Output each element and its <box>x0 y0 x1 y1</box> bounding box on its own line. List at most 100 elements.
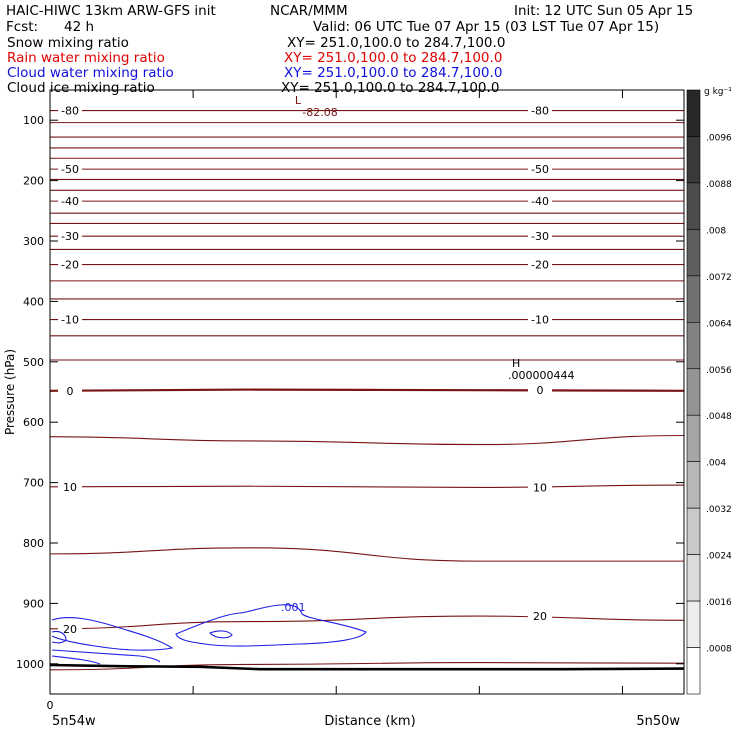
field-xy-cloud-water: XY= 251.0,100.0 to 284.7,100.0 <box>284 65 503 81</box>
x-axis-label: Distance (km) <box>324 714 415 729</box>
cloud-water-contour <box>51 617 174 651</box>
contour-label-bg <box>528 163 552 176</box>
colorbar-swatch <box>686 368 701 416</box>
y-tick-label: 800 <box>23 537 44 550</box>
terrain-line <box>49 663 685 671</box>
contour-label-bg <box>528 313 552 326</box>
contour-label: -80 <box>61 105 79 118</box>
colorbar-swatch <box>686 461 701 509</box>
temperature-contour <box>49 547 684 562</box>
contour-label: -10 <box>531 314 549 327</box>
contour-label: 10 <box>533 481 547 494</box>
colorbar-swatch <box>686 89 701 137</box>
extremum-type: L <box>295 94 302 107</box>
extremum-type: H <box>512 357 520 370</box>
y-tick-label: 300 <box>23 235 44 248</box>
y-tick-label: 900 <box>23 597 44 610</box>
x-end-label-left: 5n54w <box>52 714 96 729</box>
contour-label-bg <box>58 313 82 326</box>
colorbar-swatch <box>686 136 701 184</box>
temperature-contours: -80 -80 -50 -50 -40 -40 -30 -30 -20 -20 -10 -10 0 0 10… <box>49 104 685 671</box>
colorbar-label: .0008 <box>706 645 732 655</box>
contour-label: 20 <box>63 623 77 636</box>
init-time: Init: 12 UTC Sun 05 Apr 15 <box>514 3 694 19</box>
colorbar-swatch <box>686 414 701 462</box>
contour-label: -80 <box>531 105 549 118</box>
colorbar-swatch <box>686 507 701 555</box>
contour-label: -50 <box>61 163 79 176</box>
field-name-snow: Snow mixing ratio <box>7 35 129 51</box>
contour-label: -10 <box>61 314 79 327</box>
colorbar-swatch <box>686 182 701 230</box>
colorbar-label: .0072 <box>706 273 732 283</box>
field-name-rain: Rain water mixing ratio <box>7 50 165 66</box>
contour-label: 10 <box>63 481 77 494</box>
contour-label: -50 <box>531 163 549 176</box>
contour-label-bg <box>528 481 552 494</box>
contour-label-bg <box>58 384 82 397</box>
contour-label: -20 <box>531 259 549 272</box>
contour-label: -20 <box>61 259 79 272</box>
extremum-value: -82.08 <box>302 106 337 119</box>
colorbar-label: .004 <box>706 459 726 469</box>
cloud-water-contour-label: .001 <box>281 601 306 614</box>
contour-label: 0 <box>537 384 544 397</box>
colorbar-label: .0056 <box>706 366 732 376</box>
contour-label-bg <box>58 230 82 243</box>
temperature-contour <box>49 484 685 488</box>
field-name-cloud-water: Cloud water mixing ratio <box>7 65 174 81</box>
y-tick-label: 100 <box>23 114 44 127</box>
y-axis-label: Pressure (hPa) <box>3 349 17 435</box>
colorbar-label: .0016 <box>706 598 732 608</box>
contour-label-bg <box>58 195 82 208</box>
cloud-water-contour <box>51 649 161 663</box>
contour-label-bg <box>58 163 82 176</box>
contour-label: -30 <box>61 230 79 243</box>
colorbar-label: .0064 <box>706 319 732 329</box>
cloud-water-contour <box>175 604 367 647</box>
colorbar-label: .008 <box>706 226 726 236</box>
colorbar-label: .0096 <box>706 133 732 143</box>
colorbar-label: .0024 <box>706 552 732 562</box>
contour-label-bg <box>58 480 82 493</box>
contour-label-bg <box>528 384 552 397</box>
contour-label-bg <box>58 104 82 117</box>
contour-label-bg <box>528 610 552 623</box>
colorbar-swatch <box>686 275 701 323</box>
org-label: NCAR/MMM <box>270 3 348 19</box>
contour-label: -40 <box>61 195 79 208</box>
y-tick-label: 400 <box>23 295 44 308</box>
valid-time: Valid: 06 UTC Tue 07 Apr 15 (03 LST Tue … <box>313 19 660 35</box>
colorbar-units: g kg⁻¹ <box>704 87 732 97</box>
highs-lows: L-82.08 H.000000444 <box>295 94 575 382</box>
contour-label-bg <box>58 258 82 271</box>
temperature-contour <box>49 388 685 392</box>
colorbar-swatch <box>686 647 701 695</box>
colorbar-label: .0088 <box>706 180 732 190</box>
temperature-contour <box>49 615 685 630</box>
forecast-hour: 42 h <box>64 19 95 35</box>
forecast-label: Fcst: <box>6 19 39 35</box>
contour-label-bg <box>528 195 552 208</box>
y-tick-label: 500 <box>23 356 44 369</box>
y-tick-label: 200 <box>23 175 44 188</box>
contour-label: -40 <box>531 195 549 208</box>
cloud-water-contour <box>209 630 233 639</box>
colorbar-swatch <box>686 229 701 277</box>
colorbar-swatch <box>686 322 701 370</box>
colorbar-label: .0048 <box>706 412 732 422</box>
plot-title: HAIC-HIWC 13km ARW-GFS init <box>6 3 216 19</box>
contour-label-bg <box>528 230 552 243</box>
contour-label-bg <box>528 258 552 271</box>
contour-label: 0 <box>67 385 74 398</box>
colorbar-swatch <box>686 554 701 602</box>
y-tick-label: 1000 <box>16 658 44 671</box>
plot-frame <box>49 89 685 695</box>
extremum-value: .000000444 <box>508 369 574 382</box>
colorbar-label: .0032 <box>706 505 732 515</box>
contour-label: -30 <box>531 230 549 243</box>
field-xy-rain: XY= 251.0,100.0 to 284.7,100.0 <box>284 50 503 66</box>
y-tick-label: 700 <box>23 477 44 490</box>
